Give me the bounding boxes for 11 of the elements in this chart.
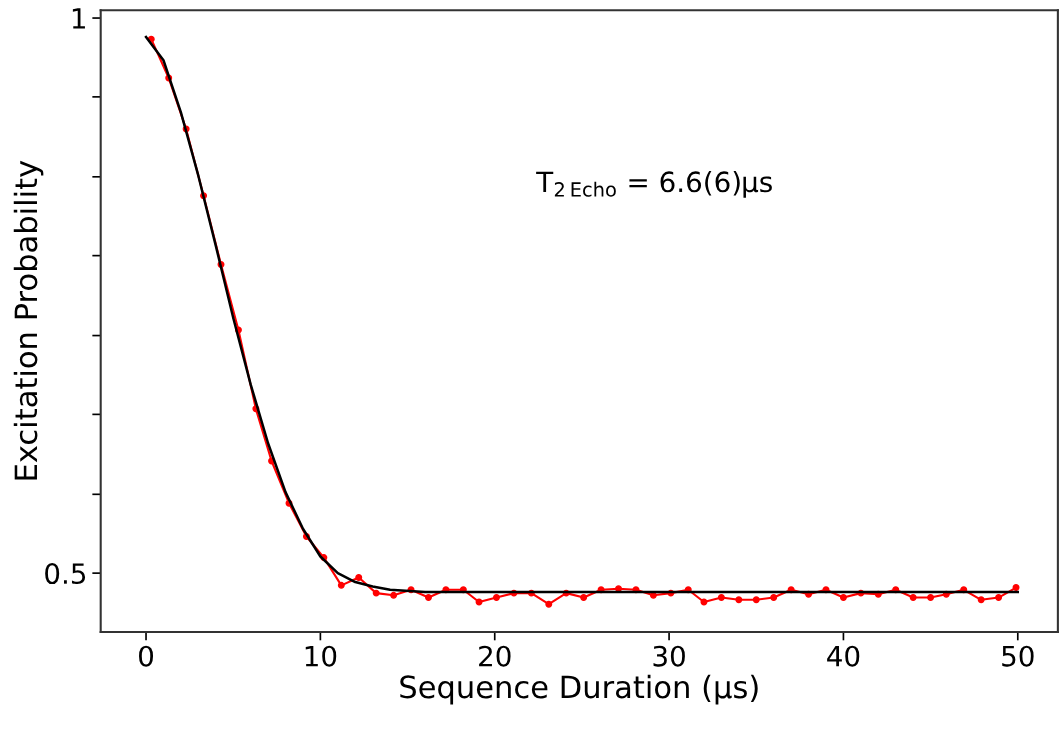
x-tick-label: 10 [305,645,337,667]
x-tick-label: 30 [653,645,685,667]
y-tick-label: 0.5 [45,563,86,585]
x-axis-title: Sequence Duration (µs) [400,674,758,705]
x-tick-label: 20 [479,645,511,667]
y-tick-label: 1 [72,8,85,29]
y-axis-title: Excitation Probability [13,160,44,480]
x-tick-label: 50 [1002,645,1034,667]
x-tick-label: 0 [139,645,154,667]
x-tick-label: 40 [827,645,860,667]
annotation: T$_{2 Echo}$ = 6.6(6)µs [536,170,772,198]
